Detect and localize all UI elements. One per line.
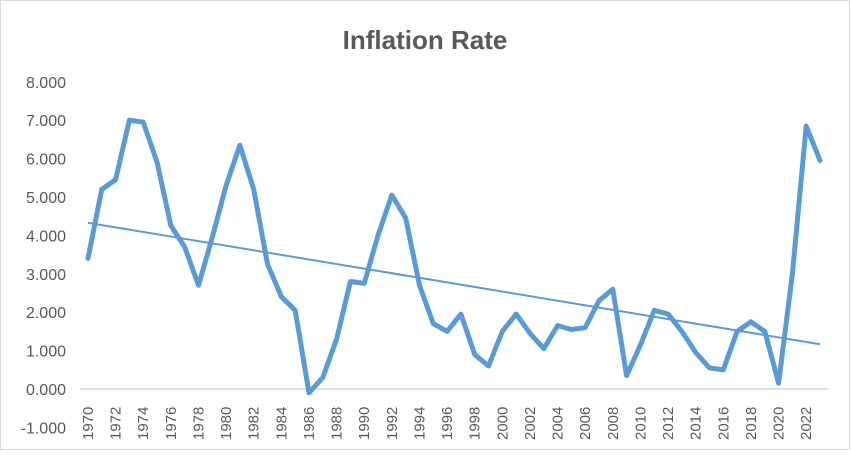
x-tick-label: 2006 [577,407,594,440]
x-tick-label: 2016 [715,407,732,440]
x-tick-label: 2000 [494,407,511,440]
y-tick-label: 8.000 [26,75,66,92]
x-tick-label: 1976 [163,407,180,440]
y-tick-label: 2.000 [26,305,66,322]
x-tick-label: 1998 [467,407,484,440]
x-tick-label: 2008 [605,407,622,440]
y-tick-label: 6.000 [26,152,66,169]
x-tick-label: 2004 [550,407,567,440]
y-tick-label: 7.000 [26,113,66,130]
x-tick-label: 1994 [411,407,428,440]
x-tick-label: 1978 [190,407,207,440]
x-tick-label: 2002 [522,407,539,440]
y-tick-label: 0.000 [26,382,66,399]
y-tick-label: 3.000 [26,267,66,284]
x-tick-label: 2020 [771,407,788,440]
x-tick-label: 1986 [301,407,318,440]
x-tick-label: 1970 [80,407,97,440]
x-tick-label: 2012 [660,407,677,440]
x-tick-label: 1974 [135,407,152,440]
x-tick-label: 2018 [743,407,760,440]
x-tick-label: 1990 [356,407,373,440]
y-tick-label: 1.000 [26,344,66,361]
x-tick-label: 2022 [798,407,815,440]
x-tick-label: 1996 [439,407,456,440]
x-tick-label: 1972 [108,407,125,440]
chart-title: Inflation Rate [343,25,508,55]
x-tick-label: 1992 [384,407,401,440]
y-tick-label: 5.000 [26,190,66,207]
x-tick-label: 1982 [246,407,263,440]
x-tick-label: 2014 [688,407,705,440]
x-tick-label: 1980 [218,407,235,440]
x-tick-label: 2010 [632,407,649,440]
y-tick-label: 4.000 [26,228,66,245]
x-tick-label: 1984 [273,407,290,440]
x-tick-label: 1988 [329,407,346,440]
y-tick-label: -1.000 [21,420,66,437]
